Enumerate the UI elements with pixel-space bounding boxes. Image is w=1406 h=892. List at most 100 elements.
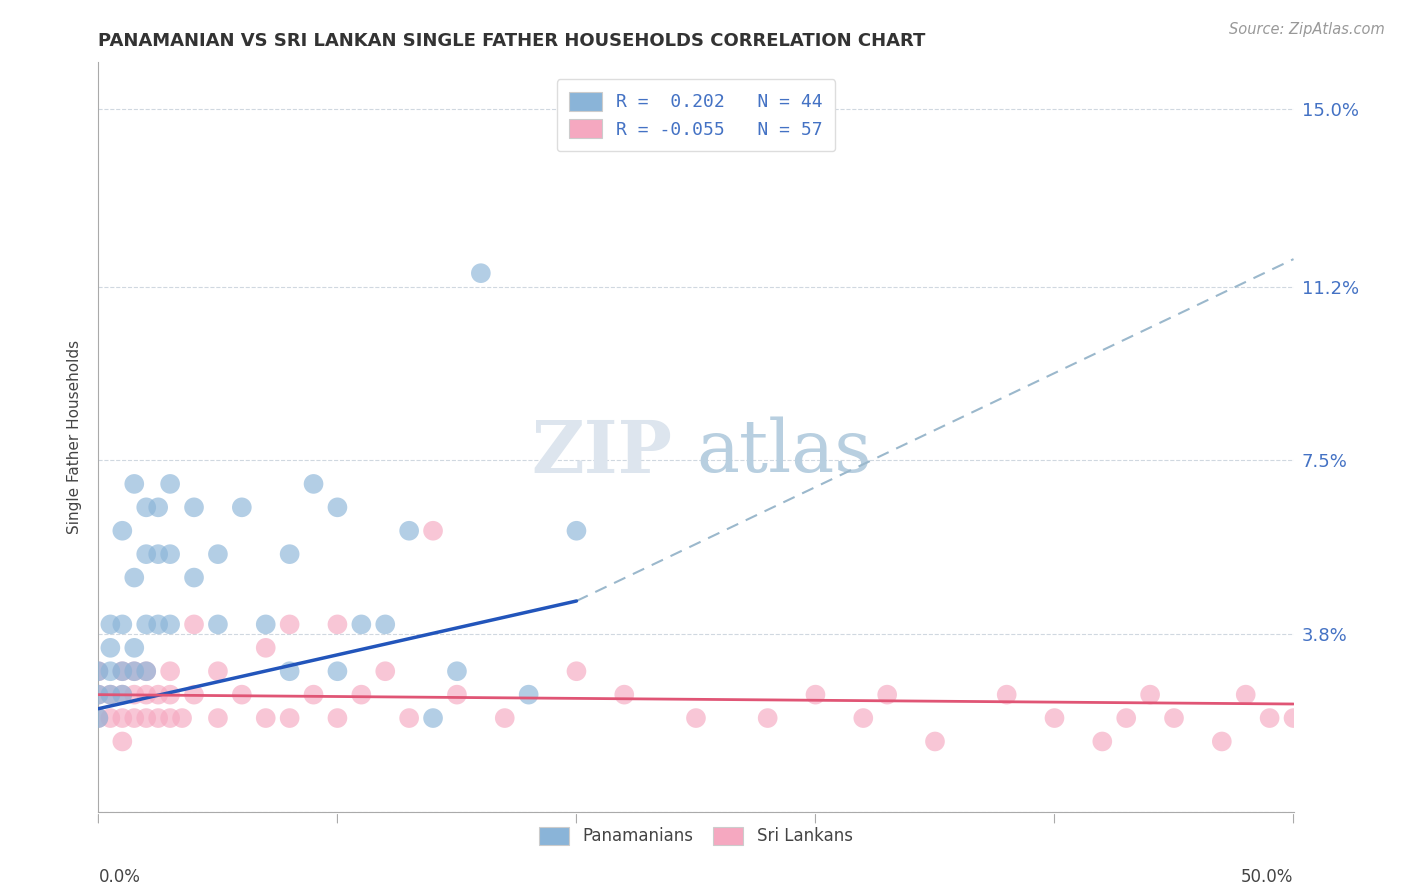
Point — [87, 664, 110, 679]
Point — [111, 617, 134, 632]
Point — [87, 664, 110, 679]
Text: 0.0%: 0.0% — [98, 868, 141, 886]
Point — [685, 711, 707, 725]
Point — [124, 664, 146, 679]
Point — [111, 524, 134, 538]
Point — [124, 571, 146, 585]
Point — [1282, 711, 1305, 725]
Point — [231, 500, 253, 515]
Point — [852, 711, 875, 725]
Point — [135, 664, 157, 679]
Point — [517, 688, 540, 702]
Point — [1091, 734, 1114, 748]
Point — [254, 617, 277, 632]
Point — [87, 711, 110, 725]
Point — [1043, 711, 1066, 725]
Point — [231, 688, 253, 702]
Text: Source: ZipAtlas.com: Source: ZipAtlas.com — [1229, 22, 1385, 37]
Point — [446, 688, 468, 702]
Point — [302, 688, 325, 702]
Point — [756, 711, 779, 725]
Point — [111, 688, 134, 702]
Point — [98, 688, 122, 702]
Point — [135, 711, 157, 725]
Point — [804, 688, 827, 702]
Point — [111, 664, 134, 679]
Y-axis label: Single Father Households: Single Father Households — [67, 340, 83, 534]
Point — [98, 711, 122, 725]
Point — [124, 688, 146, 702]
Point — [111, 688, 134, 702]
Point — [111, 711, 134, 725]
Point — [124, 640, 146, 655]
Point — [87, 688, 110, 702]
Point — [98, 617, 122, 632]
Point — [124, 711, 146, 725]
Point — [1211, 734, 1233, 748]
Point — [398, 711, 420, 725]
Legend: Panamanians, Sri Lankans: Panamanians, Sri Lankans — [533, 820, 859, 852]
Point — [207, 664, 229, 679]
Point — [350, 617, 373, 632]
Point — [470, 266, 492, 280]
Point — [111, 734, 134, 748]
Point — [1115, 711, 1137, 725]
Point — [135, 664, 157, 679]
Point — [148, 547, 170, 561]
Point — [278, 547, 301, 561]
Point — [995, 688, 1018, 702]
Point — [159, 688, 181, 702]
Point — [398, 524, 420, 538]
Point — [1234, 688, 1257, 702]
Point — [148, 711, 170, 725]
Text: atlas: atlas — [696, 417, 872, 487]
Point — [148, 617, 170, 632]
Point — [148, 500, 170, 515]
Point — [876, 688, 898, 702]
Point — [111, 664, 134, 679]
Point — [135, 617, 157, 632]
Point — [446, 664, 468, 679]
Point — [278, 664, 301, 679]
Point — [87, 711, 110, 725]
Point — [924, 734, 946, 748]
Point — [374, 664, 396, 679]
Point — [159, 476, 181, 491]
Point — [183, 571, 205, 585]
Point — [124, 664, 146, 679]
Point — [207, 617, 229, 632]
Point — [350, 688, 373, 702]
Point — [254, 711, 277, 725]
Point — [326, 617, 349, 632]
Point — [613, 688, 636, 702]
Point — [278, 711, 301, 725]
Point — [254, 640, 277, 655]
Point — [326, 664, 349, 679]
Point — [422, 711, 444, 725]
Point — [135, 500, 157, 515]
Point — [135, 688, 157, 702]
Point — [1139, 688, 1161, 702]
Point — [98, 664, 122, 679]
Point — [207, 547, 229, 561]
Point — [159, 547, 181, 561]
Point — [172, 711, 194, 725]
Point — [124, 476, 146, 491]
Point — [326, 711, 349, 725]
Point — [183, 500, 205, 515]
Text: 50.0%: 50.0% — [1241, 868, 1294, 886]
Text: PANAMANIAN VS SRI LANKAN SINGLE FATHER HOUSEHOLDS CORRELATION CHART: PANAMANIAN VS SRI LANKAN SINGLE FATHER H… — [98, 32, 925, 50]
Point — [565, 524, 588, 538]
Point — [494, 711, 516, 725]
Point — [1163, 711, 1185, 725]
Point — [87, 688, 110, 702]
Point — [98, 688, 122, 702]
Point — [159, 711, 181, 725]
Point — [422, 524, 444, 538]
Point — [159, 617, 181, 632]
Point — [183, 617, 205, 632]
Point — [98, 640, 122, 655]
Point — [565, 664, 588, 679]
Point — [207, 711, 229, 725]
Point — [159, 664, 181, 679]
